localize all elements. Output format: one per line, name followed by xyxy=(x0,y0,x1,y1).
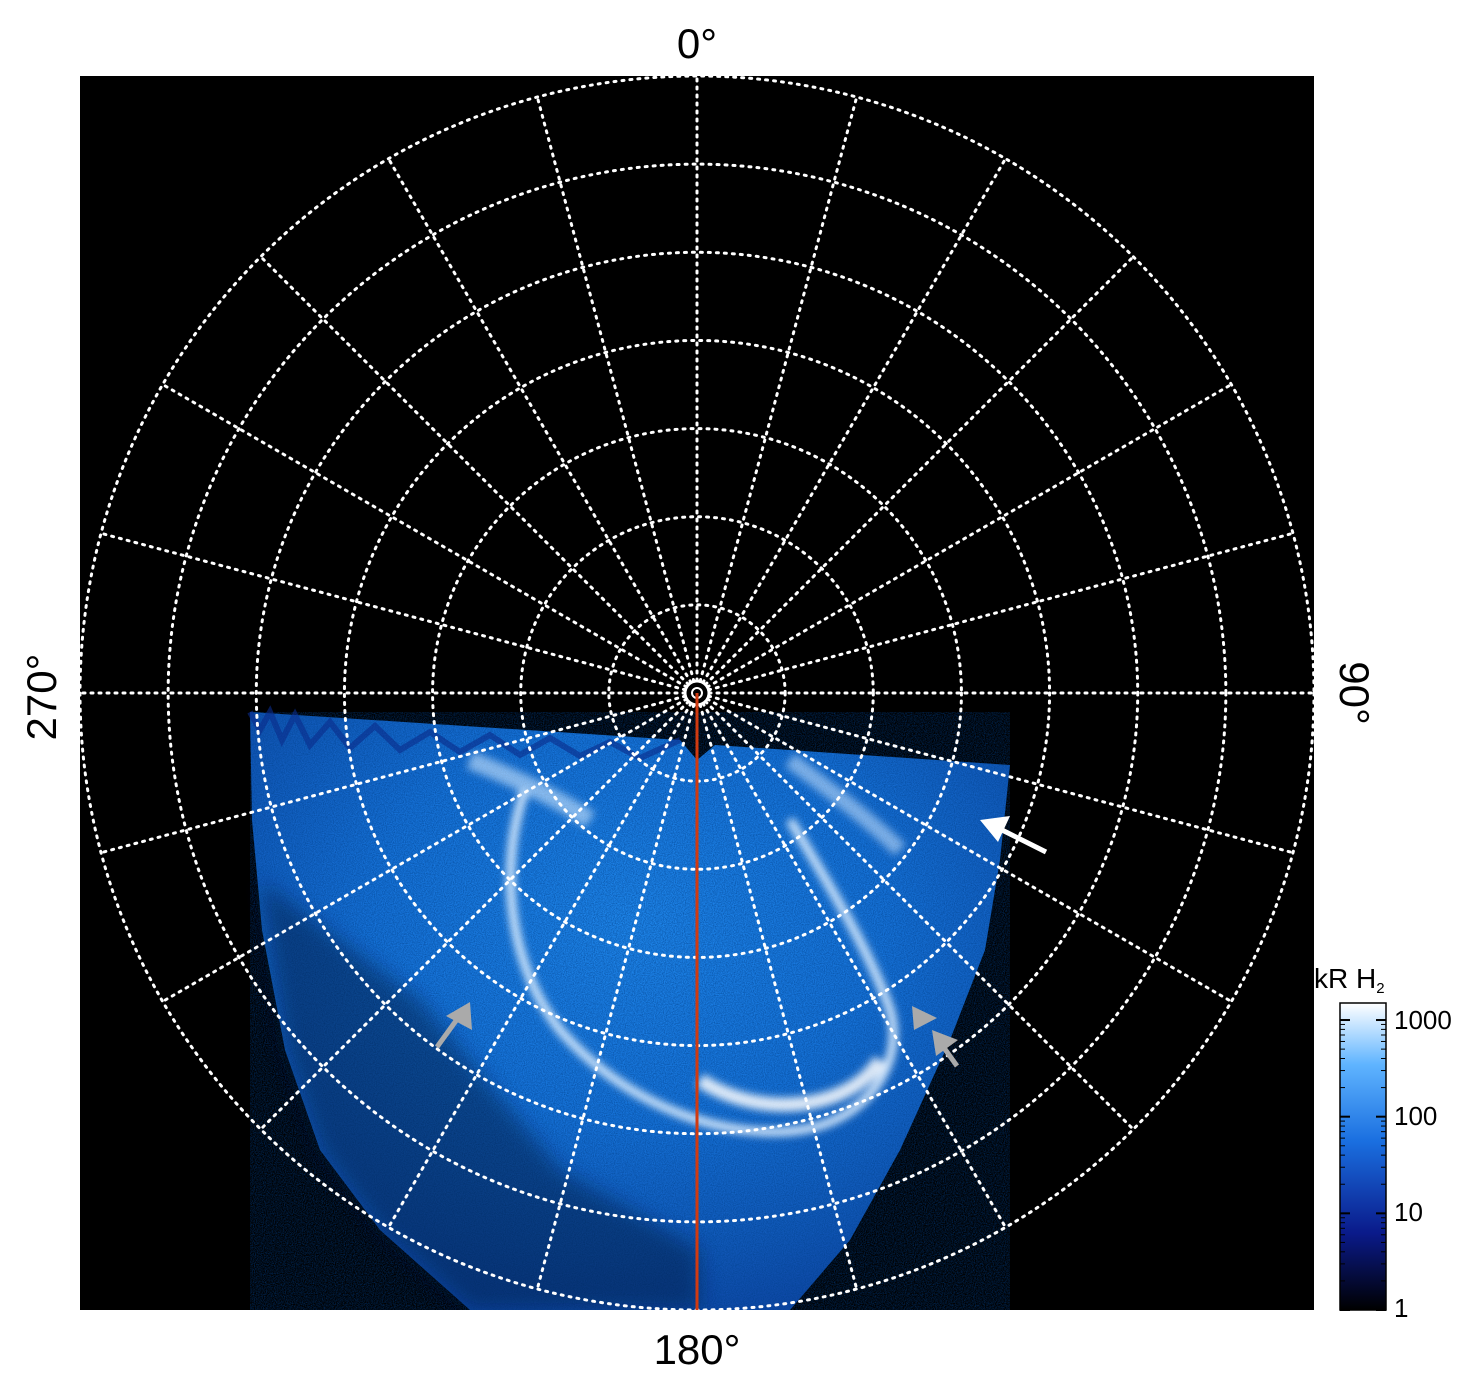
longitude-line xyxy=(701,701,1007,1229)
longitude-line xyxy=(161,383,689,689)
gray-arrow-left xyxy=(434,1002,472,1049)
colorbar-tick-label-1: 1 xyxy=(1394,1293,1408,1323)
auroral-oval xyxy=(466,751,906,1137)
label-left: 270° xyxy=(18,654,65,741)
longitude-line xyxy=(705,383,1233,689)
longitude-line xyxy=(387,157,693,685)
label-right: 90° xyxy=(1331,661,1378,725)
longitude-line xyxy=(535,703,696,1291)
latitude-ring xyxy=(519,515,875,871)
polar-grid xyxy=(80,76,1314,1310)
gray-arrow-right-upper xyxy=(912,1006,937,1030)
white-arrow xyxy=(980,816,1048,855)
aurora-top-edge xyxy=(247,705,682,762)
longitude-line xyxy=(259,255,691,687)
longitude-line xyxy=(705,697,1233,1003)
colorbar-tick-label-10: 10 xyxy=(1394,1197,1423,1227)
colorbar-ticks xyxy=(1340,1019,1386,1311)
longitude-line xyxy=(703,255,1135,687)
longitude-line xyxy=(535,95,696,683)
colorbar: kR H2 1000 100 10 1 xyxy=(1314,963,1452,1323)
longitude-line xyxy=(707,694,1295,855)
longitude-line xyxy=(698,703,859,1291)
latitude-ring xyxy=(254,250,1140,1136)
aurora-dark-region xyxy=(260,880,700,1310)
colorbar-tick-label-1000: 1000 xyxy=(1394,1005,1452,1035)
longitude-line xyxy=(99,531,687,692)
longitude-line xyxy=(161,697,689,1003)
gray-arrow-right-lower xyxy=(932,1030,960,1068)
label-bottom: 180° xyxy=(654,1326,741,1373)
colorbar-title: kR H2 xyxy=(1314,963,1385,997)
label-top: 0° xyxy=(677,20,717,67)
longitude-line xyxy=(387,701,693,1229)
longitude-line xyxy=(701,157,1007,685)
longitude-line xyxy=(707,531,1295,692)
colorbar-gradient xyxy=(1339,1002,1387,1311)
longitude-line xyxy=(99,694,687,855)
longitude-line xyxy=(698,95,859,683)
longitude-line xyxy=(259,699,691,1131)
longitude-line xyxy=(703,699,1135,1131)
colorbar-tick-label-100: 100 xyxy=(1394,1101,1437,1131)
